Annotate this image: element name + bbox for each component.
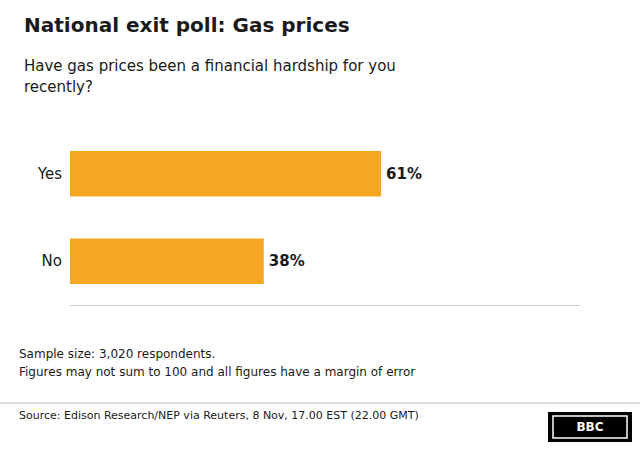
svg-text:National exit poll: Gas prices: National exit poll: Gas prices bbox=[24, 13, 350, 37]
svg-text:BBC: BBC bbox=[576, 420, 603, 434]
svg-text:61%: 61% bbox=[386, 165, 422, 183]
svg-text:recently?: recently? bbox=[24, 78, 93, 96]
svg-text:Figures may not sum to 100 and: Figures may not sum to 100 and all figur… bbox=[19, 365, 415, 379]
svg-text:Have gas prices been a financi: Have gas prices been a financial hardshi… bbox=[24, 57, 396, 75]
svg-text:Yes: Yes bbox=[37, 165, 62, 183]
svg-text:No: No bbox=[42, 252, 62, 270]
svg-text:38%: 38% bbox=[269, 252, 305, 270]
svg-text:Sample size: 3,020 respondents: Sample size: 3,020 respondents. bbox=[19, 347, 215, 361]
svg-text:Source: Edison Research/NEP vi: Source: Edison Research/NEP via Reuters,… bbox=[19, 409, 419, 422]
